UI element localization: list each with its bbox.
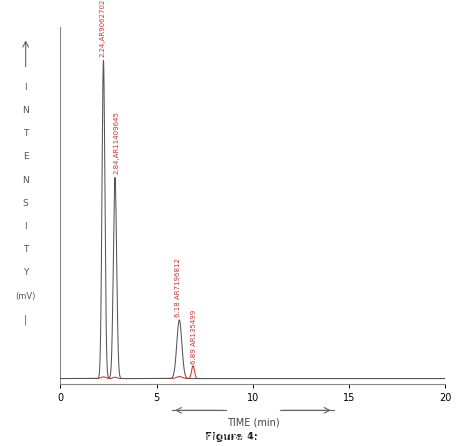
Text: 2.84,AR11409645: 2.84,AR11409645 bbox=[113, 112, 119, 174]
Text: 6.89 AR135499: 6.89 AR135499 bbox=[191, 310, 197, 364]
Text: E: E bbox=[23, 153, 28, 161]
Text: 2.24,AR9062702: 2.24,AR9062702 bbox=[99, 0, 105, 57]
Text: I: I bbox=[24, 222, 27, 231]
Text: TIME (min): TIME (min) bbox=[226, 417, 279, 427]
Text: |: | bbox=[24, 314, 27, 325]
Text: Figure 4:: Figure 4: bbox=[205, 432, 258, 442]
Text: N: N bbox=[22, 106, 29, 115]
Text: T: T bbox=[23, 129, 28, 138]
Text: (mV): (mV) bbox=[15, 292, 36, 301]
Text: Y: Y bbox=[23, 268, 28, 277]
Text: S: S bbox=[23, 199, 28, 208]
Text: I: I bbox=[24, 83, 27, 92]
Text: 6.18 AR7196812: 6.18 AR7196812 bbox=[175, 258, 181, 317]
Text: Figure 4: Chromatogram of SAL and PRE in 0.1M NaOH.: Figure 4: Chromatogram of SAL and PRE in… bbox=[88, 432, 375, 442]
Text: N: N bbox=[22, 176, 29, 185]
Text: T: T bbox=[23, 245, 28, 254]
